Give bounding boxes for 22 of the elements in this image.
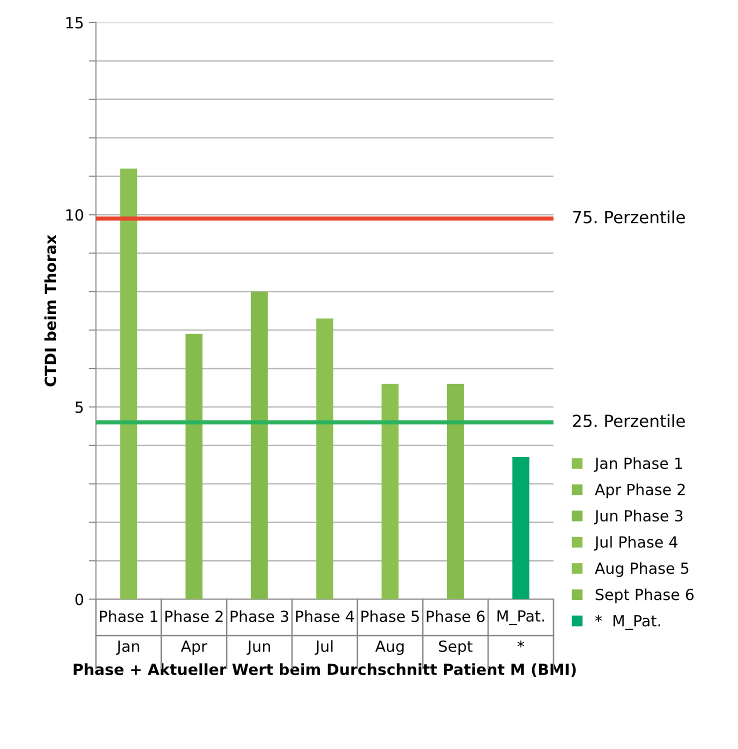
ref-line-label: 75. Perzentile xyxy=(573,210,685,224)
category-label: Phase 2 Apr xyxy=(165,610,223,655)
x-axis-title: Phase + Aktueller Wert beim Durchschnitt Patient M (BMI) xyxy=(74,663,576,677)
y-axis-title: CTDI beim Thorax xyxy=(44,234,56,386)
y-tick-label: 5 xyxy=(76,402,83,413)
legend-label: Jan Phase 1 xyxy=(594,457,682,472)
category-label: Phase 3 Jun xyxy=(230,610,288,655)
legend-label: Apr Phase 2 xyxy=(594,483,685,498)
legend-label: Sept Phase 6 xyxy=(596,588,694,604)
x-tick-label: M_Pat. * xyxy=(498,610,544,648)
x-tick-label: Phase 6 Sept xyxy=(426,610,485,655)
legend-label: * M_Pat. xyxy=(595,614,660,630)
y-tick-label: 10 xyxy=(66,209,84,221)
y-tick-label: 15 xyxy=(66,17,83,28)
legend-label: Jul Phase 4 xyxy=(594,536,678,551)
legend-label: Aug Phase 5 xyxy=(594,562,688,577)
category-label: Phase 5 Aug xyxy=(361,610,419,655)
legend-label: Jun Phase 3 xyxy=(594,510,682,524)
x-tick-label: Phase 4 Jul xyxy=(296,610,354,655)
y-tick-label: 0 xyxy=(75,594,84,606)
category-label: Phase 1 Jan xyxy=(100,610,158,655)
ref-line-label: 25. Perzentile xyxy=(573,414,685,428)
